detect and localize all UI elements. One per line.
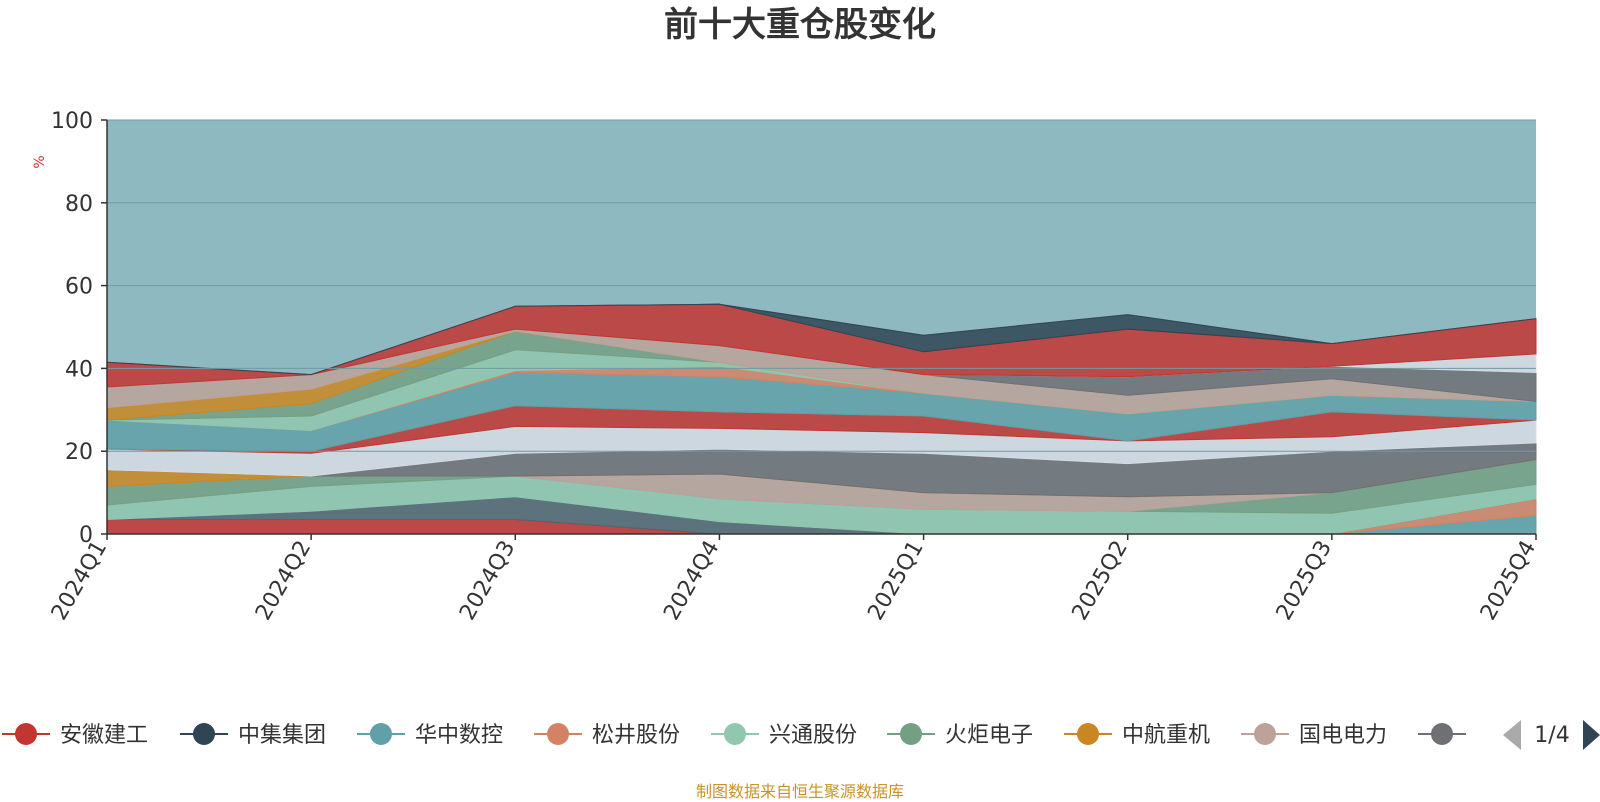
legend-label: 兴通股份 <box>769 723 857 748</box>
legend-item-1[interactable]: 中集集团 <box>180 723 326 748</box>
legend-item-5[interactable]: 火炬电子 <box>887 723 1033 748</box>
legend-item-4[interactable]: 兴通股份 <box>711 723 857 748</box>
legend-item-7[interactable]: 国电电力 <box>1241 723 1387 748</box>
x-tick-label-0: 2024Q1 <box>47 537 112 625</box>
axes <box>106 120 1536 535</box>
legend-next-icon[interactable] <box>1583 720 1600 750</box>
y-axis-label: % <box>32 155 48 168</box>
legend-marker-icon <box>370 723 392 745</box>
x-tick-labels: 2024Q1 2024Q2 2024Q3 2024Q4 2025Q1 2025Q2 2025… <box>47 534 1541 625</box>
legend: 安徽建工 中集集团 华中数控 松井股份 兴通股份 火炬电子 中航重机 国电电力 <box>2 723 1466 748</box>
area-series-20 <box>106 303 1537 376</box>
y-tick-label-5: 100 <box>51 109 93 134</box>
legend-marker-icon <box>547 723 569 745</box>
chart-title: 前十大重仓股变化 <box>664 5 936 45</box>
legend-marker-icon <box>724 723 746 745</box>
x-tick-label-5: 2025Q2 <box>1068 537 1133 625</box>
x-tick-label-3: 2024Q4 <box>659 537 724 625</box>
legend-label: 中航重机 <box>1122 723 1210 748</box>
legend-items: 安徽建工 中集集团 华中数控 松井股份 兴通股份 火炬电子 中航重机 国电电力 <box>2 723 1466 748</box>
y-tick-label-1: 20 <box>65 440 93 465</box>
legend-label: 中集集团 <box>238 723 326 748</box>
legend-item-2[interactable]: 华中数控 <box>357 723 503 748</box>
legend-marker-icon <box>1431 723 1453 745</box>
legend-marker-icon <box>1077 723 1099 745</box>
legend-prev-icon[interactable] <box>1503 720 1521 750</box>
legend-marker-icon <box>1254 723 1276 745</box>
legend-label: 安徽建工 <box>60 723 148 748</box>
legend-marker-icon <box>15 723 37 745</box>
source-note: 制图数据来自恒生聚源数据库 <box>695 782 904 801</box>
legend-item-8[interactable] <box>1418 723 1466 745</box>
x-tick-label-7: 2025Q4 <box>1476 537 1541 625</box>
x-tick-label-4: 2025Q1 <box>863 537 928 625</box>
legend-pager: 1/4 <box>1503 720 1600 750</box>
legend-label: 火炬电子 <box>945 723 1033 748</box>
y-tick-label-3: 60 <box>65 275 93 300</box>
grid-lines <box>107 119 1536 452</box>
legend-label: 松井股份 <box>592 723 680 748</box>
y-tick-labels: 0 20 40 60 80 100 <box>51 109 107 548</box>
y-tick-label-0: 0 <box>79 523 93 548</box>
x-tick-label-6: 2025Q3 <box>1272 537 1337 625</box>
legend-label: 华中数控 <box>415 723 503 748</box>
x-tick-label-1: 2024Q2 <box>251 537 316 625</box>
y-tick-label-4: 80 <box>65 192 93 217</box>
legend-item-0[interactable]: 安徽建工 <box>2 723 148 748</box>
legend-item-3[interactable]: 松井股份 <box>534 723 680 748</box>
legend-marker-icon <box>900 723 922 745</box>
legend-marker-icon <box>193 723 215 745</box>
legend-page-indicator: 1/4 <box>1534 723 1569 748</box>
legend-label: 国电电力 <box>1299 723 1387 748</box>
x-tick-label-2: 2024Q3 <box>455 537 520 625</box>
area-series <box>106 303 1537 535</box>
y-tick-label-2: 40 <box>65 357 93 382</box>
legend-item-6[interactable]: 中航重机 <box>1064 723 1210 748</box>
